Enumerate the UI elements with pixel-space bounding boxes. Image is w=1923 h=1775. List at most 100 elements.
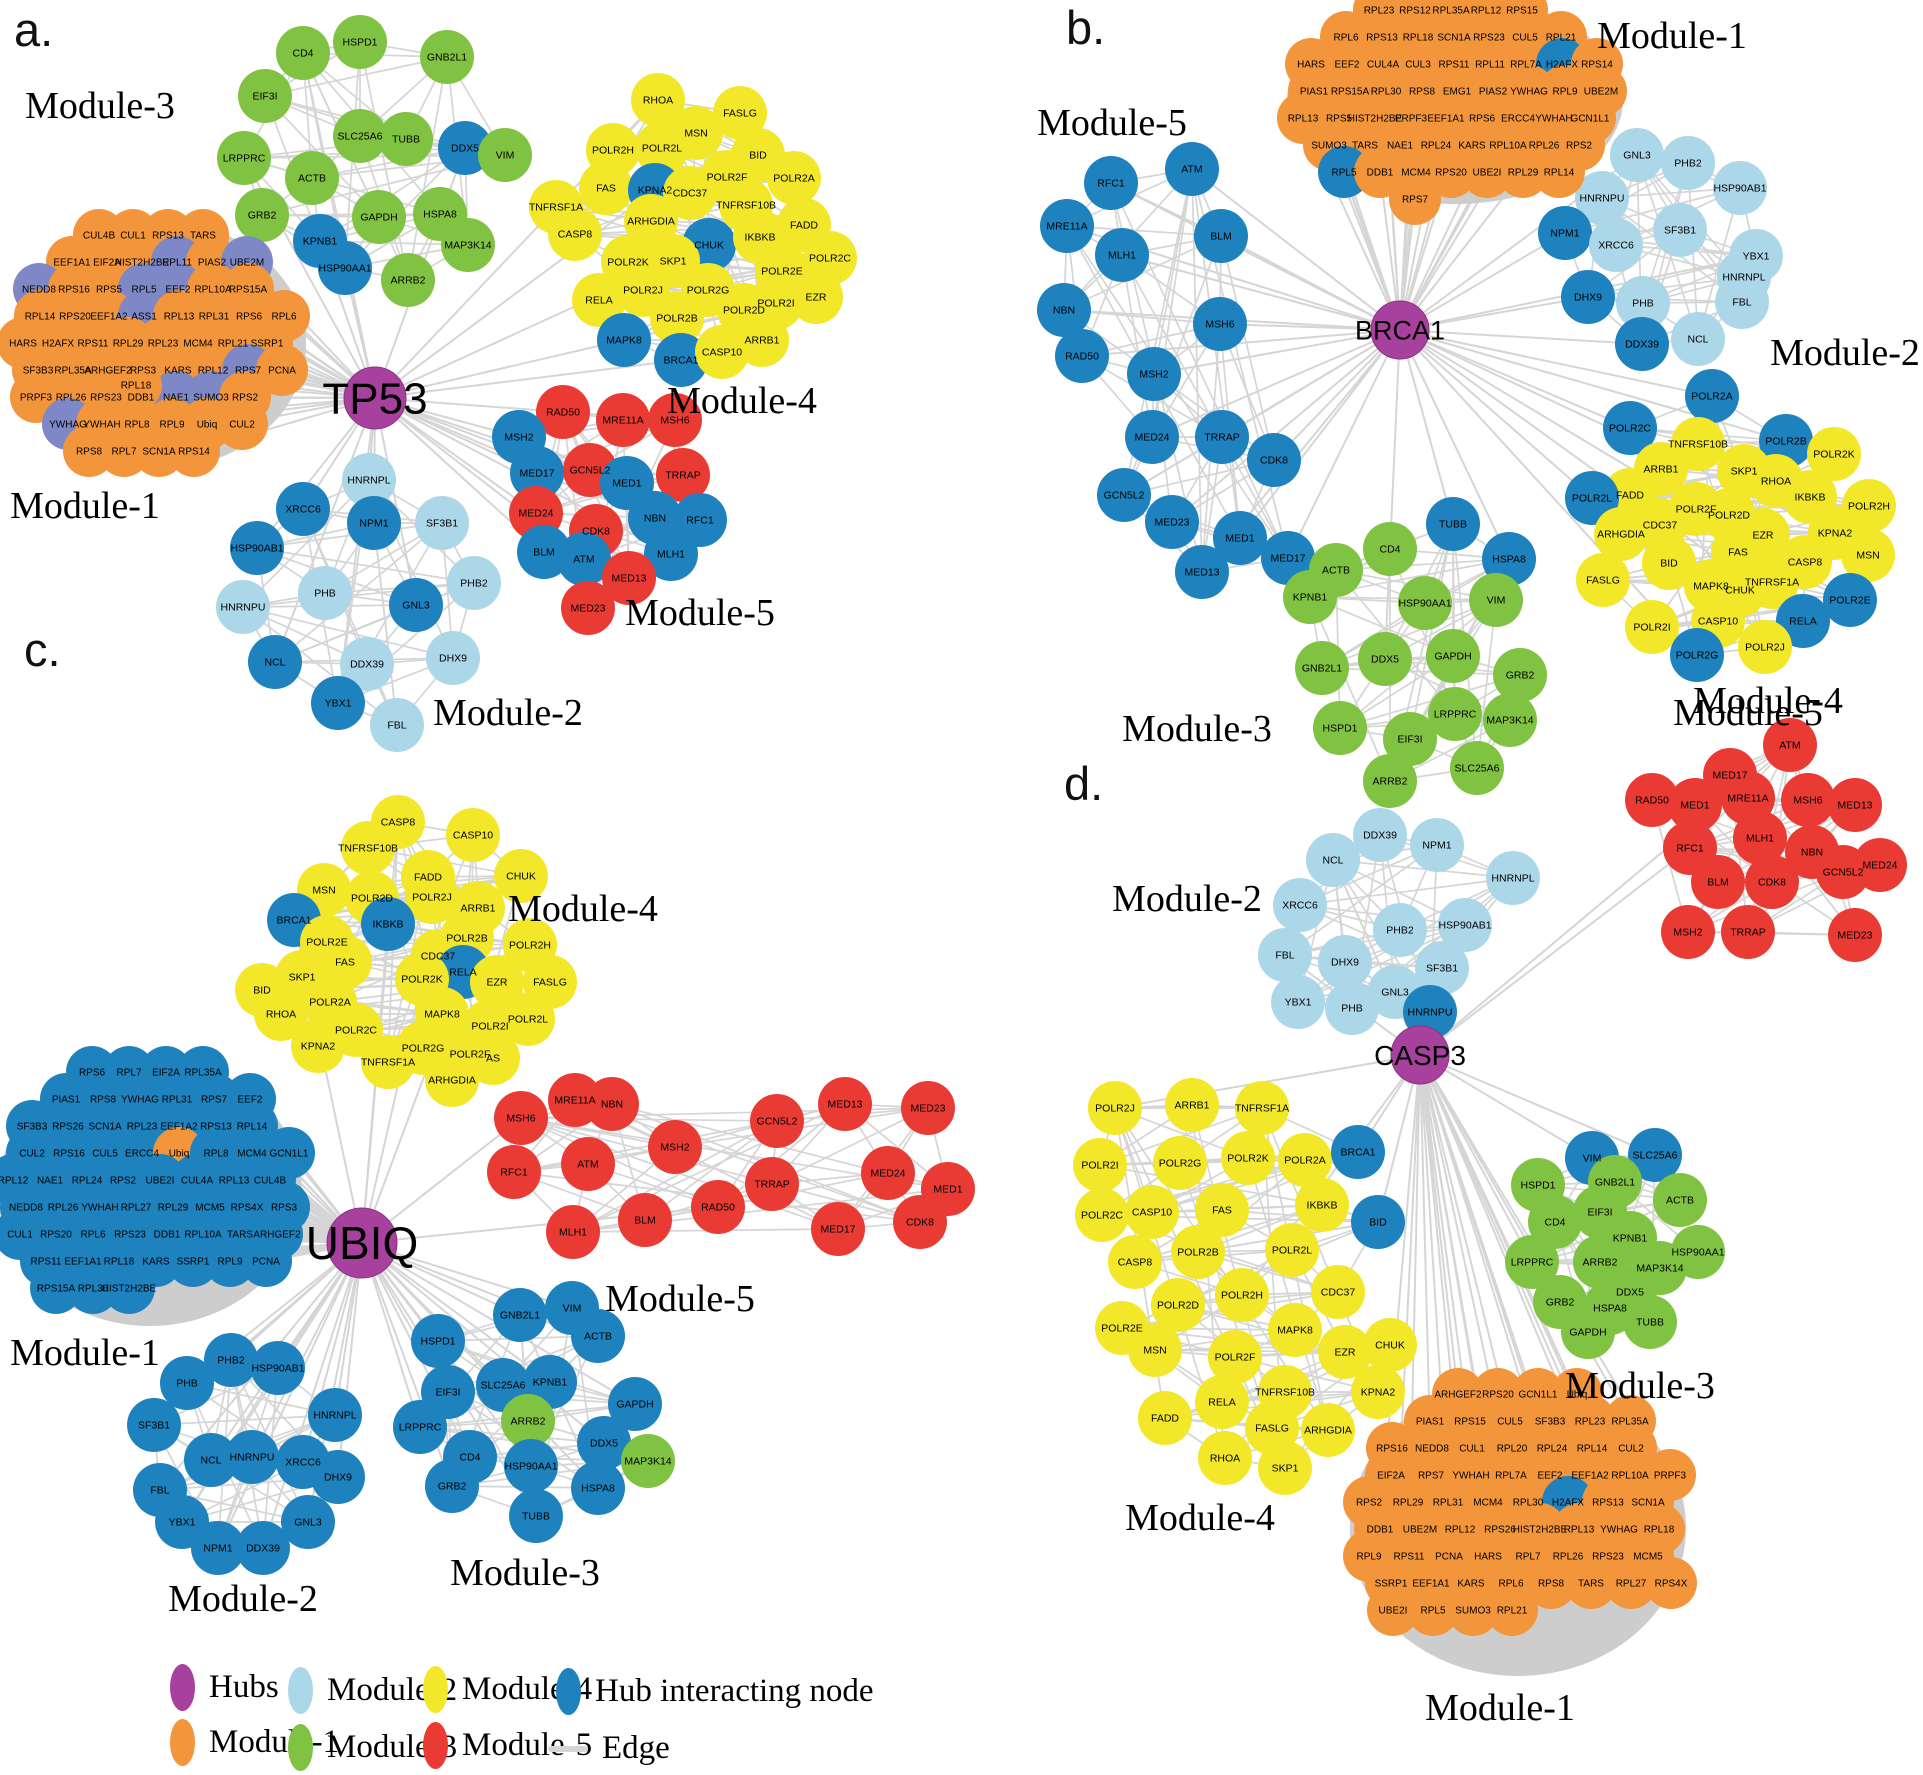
node-DHX9[interactable]	[1318, 935, 1372, 989]
node-MED1[interactable]	[1668, 778, 1722, 832]
node-RAD50[interactable]	[1625, 773, 1679, 827]
node-HNRNPU[interactable]	[1575, 171, 1629, 225]
node-GCN5L2[interactable]	[1816, 845, 1870, 899]
node-NCL[interactable]	[1671, 312, 1725, 366]
node-DDX39[interactable]	[1615, 317, 1669, 371]
node-CASP8[interactable]	[548, 207, 602, 261]
node-BLM[interactable]	[1194, 209, 1248, 263]
node-SLC25A6[interactable]	[1628, 1128, 1682, 1182]
node-EZR[interactable]	[1318, 1325, 1372, 1379]
node-NPM1[interactable]	[191, 1521, 245, 1575]
node-TNFRSF1A[interactable]	[361, 1035, 415, 1089]
node-POLR2A[interactable]	[767, 151, 821, 205]
node-RPL9[interactable]	[204, 1235, 256, 1287]
node-PHB2[interactable]	[1661, 136, 1715, 190]
node-MSH2[interactable]	[648, 1120, 702, 1174]
node-MLH1[interactable]	[1733, 811, 1787, 865]
node-RHOA[interactable]	[1198, 1431, 1252, 1485]
node-CDK8[interactable]	[1247, 433, 1301, 487]
node-FADD[interactable]	[1138, 1391, 1192, 1445]
node-BID[interactable]	[1351, 1195, 1405, 1249]
node-HNRNPU[interactable]	[216, 580, 270, 634]
node-DDX39[interactable]	[340, 637, 394, 691]
node-CD4[interactable]	[1363, 522, 1417, 576]
node-HSPA8[interactable]	[1482, 532, 1536, 586]
node-NBN[interactable]	[585, 1077, 639, 1131]
node-ARHGDIA[interactable]	[1594, 507, 1648, 561]
node-FAS[interactable]	[579, 161, 633, 215]
node-RELA[interactable]	[572, 273, 626, 327]
node-MED24[interactable]	[861, 1146, 915, 1200]
node-POLR2G[interactable]	[1153, 1136, 1207, 1190]
node-MED23[interactable]	[1828, 908, 1882, 962]
node-RPL5[interactable]	[1407, 1584, 1459, 1636]
node-TARS[interactable]	[1565, 1557, 1617, 1609]
node-GNL3[interactable]	[1610, 128, 1664, 182]
node-KPNA2[interactable]	[1351, 1365, 1405, 1419]
node-UBE2I[interactable]	[1367, 1584, 1419, 1636]
node-HSP90AB1[interactable]	[251, 1341, 305, 1395]
node-ATM[interactable]	[557, 532, 611, 586]
node-ATM[interactable]	[561, 1137, 615, 1191]
node-RELA[interactable]	[1776, 594, 1830, 648]
node-GNB2L1[interactable]	[493, 1288, 547, 1342]
node-KPNB1[interactable]	[1283, 570, 1337, 624]
node-HNRNPL[interactable]	[1486, 851, 1540, 905]
node-NCL[interactable]	[184, 1433, 238, 1487]
node-MAPK8[interactable]	[597, 313, 651, 367]
node-GRB2[interactable]	[1493, 648, 1547, 702]
node-POLR2G[interactable]	[1670, 628, 1724, 682]
node-TRRAP[interactable]	[1721, 905, 1775, 959]
node-MSH6[interactable]	[1781, 773, 1835, 827]
node-HNRNPL[interactable]	[308, 1388, 362, 1442]
node-MSN[interactable]	[1128, 1323, 1182, 1377]
node-YBX1[interactable]	[1271, 975, 1325, 1029]
node-POLR2L[interactable]	[635, 121, 689, 175]
node-MED23[interactable]	[561, 581, 615, 635]
node-MSH6[interactable]	[494, 1091, 548, 1145]
node-NCL[interactable]	[1306, 833, 1360, 887]
node-HNRNPU[interactable]	[1403, 985, 1457, 1039]
node-PCNA[interactable]	[240, 1235, 292, 1287]
node-YBX1[interactable]	[311, 676, 365, 730]
node-POLR2I[interactable]	[1625, 600, 1679, 654]
node-RHOA[interactable]	[254, 987, 308, 1041]
node-NPM1[interactable]	[1410, 818, 1464, 872]
node-MSH2[interactable]	[1661, 905, 1715, 959]
node-MSH6[interactable]	[1193, 297, 1247, 351]
node-SLC25A6[interactable]	[333, 109, 387, 163]
node-UBE2I[interactable]	[1461, 146, 1513, 198]
node-ARRB2[interactable]	[381, 253, 435, 307]
node-XRCC6[interactable]	[1589, 218, 1643, 272]
node-IKBKB[interactable]	[361, 897, 415, 951]
node-MED13[interactable]	[1828, 778, 1882, 832]
node-HSPD1[interactable]	[1313, 701, 1367, 755]
node-RPL14[interactable]	[1533, 146, 1585, 198]
node-GRB2[interactable]	[235, 188, 289, 242]
node-POLR2B[interactable]	[650, 291, 704, 345]
node-EZR[interactable]	[789, 270, 843, 324]
node-VIM[interactable]	[1469, 573, 1523, 627]
node-POLR2A[interactable]	[1685, 369, 1739, 423]
node-HSPA8[interactable]	[571, 1461, 625, 1515]
node-GAPDH[interactable]	[352, 190, 406, 244]
node-TNFRSF1A[interactable]	[1745, 555, 1799, 609]
node-CASP10[interactable]	[1125, 1185, 1179, 1239]
node-PHB[interactable]	[298, 566, 352, 620]
node-POLR2J[interactable]	[1738, 620, 1792, 674]
node-POLR2I[interactable]	[1073, 1138, 1127, 1192]
node-DDX39[interactable]	[1353, 808, 1407, 862]
node-RPL5[interactable]	[1318, 146, 1370, 198]
node-TUBB[interactable]	[1623, 1295, 1677, 1349]
node-POLR2B[interactable]	[1171, 1225, 1225, 1279]
node-CDK8[interactable]	[1745, 855, 1799, 909]
node-GNL3[interactable]	[389, 578, 443, 632]
node-MED23[interactable]	[901, 1081, 955, 1135]
node-RPL30[interactable]	[67, 1262, 119, 1314]
node-ARRB2[interactable]	[1363, 754, 1417, 808]
node-XRCC6[interactable]	[276, 482, 330, 536]
node-SSRP1[interactable]	[167, 1235, 219, 1287]
node-RAD50[interactable]	[691, 1180, 745, 1234]
node-RPL29[interactable]	[1497, 146, 1549, 198]
node-MED13[interactable]	[602, 551, 656, 605]
